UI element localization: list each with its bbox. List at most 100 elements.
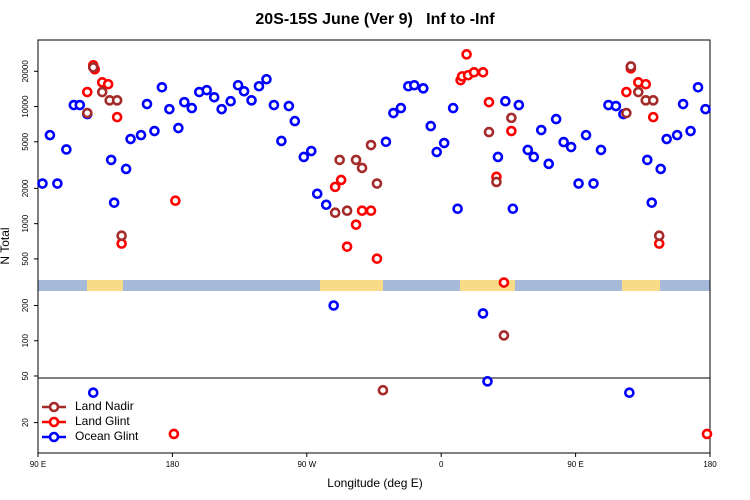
point — [116, 230, 127, 241]
point — [595, 144, 607, 156]
point — [232, 79, 244, 91]
point — [61, 144, 72, 155]
point — [647, 95, 659, 106]
point — [491, 176, 502, 188]
point — [120, 163, 132, 175]
legend-label: Ocean Glint — [75, 429, 139, 443]
surface-strip — [38, 280, 710, 291]
point — [409, 79, 420, 91]
point — [365, 139, 377, 151]
point — [377, 384, 389, 396]
point — [692, 81, 704, 93]
x-tick-label: 90 E — [30, 460, 46, 469]
point — [506, 112, 517, 124]
point — [350, 154, 362, 166]
point — [111, 95, 123, 106]
point — [565, 141, 577, 153]
x-tick-label: 90 E — [567, 460, 583, 469]
legend-label: Land Nadir — [75, 399, 134, 413]
point — [633, 86, 644, 98]
plot-frame — [37, 39, 711, 454]
point — [647, 111, 659, 123]
point — [477, 67, 489, 78]
point — [81, 107, 93, 119]
point — [356, 205, 368, 216]
point — [438, 137, 450, 149]
y-tick-label: 20 — [21, 418, 30, 427]
point — [522, 144, 534, 156]
point — [661, 133, 672, 145]
point — [588, 178, 599, 189]
point — [492, 151, 504, 163]
point — [52, 178, 63, 189]
point — [371, 253, 383, 264]
point — [44, 129, 56, 141]
point — [506, 125, 517, 137]
point — [329, 181, 341, 193]
point — [483, 96, 495, 108]
point — [395, 102, 407, 114]
point — [179, 96, 190, 108]
marks — [37, 49, 713, 440]
point — [173, 122, 184, 134]
y-tick-label: 200 — [21, 298, 30, 312]
point — [447, 102, 459, 114]
point — [320, 199, 332, 211]
legend-marker — [48, 431, 60, 443]
point — [102, 78, 114, 90]
point — [417, 83, 429, 94]
point — [380, 136, 392, 148]
point — [573, 178, 584, 189]
point — [468, 67, 480, 78]
point — [425, 120, 437, 132]
point — [452, 203, 463, 215]
point — [334, 154, 345, 166]
y-tick-label: 500 — [21, 252, 30, 266]
point — [655, 163, 667, 175]
point — [498, 277, 510, 288]
point — [621, 86, 632, 98]
point — [225, 95, 236, 107]
point — [156, 81, 168, 93]
y-tick-label: 100 — [21, 334, 30, 348]
point — [558, 136, 569, 148]
x-tick-label: 0 — [439, 460, 444, 469]
point — [677, 98, 689, 110]
point — [108, 197, 120, 208]
point — [186, 102, 198, 114]
y-tick-label: 10000 — [21, 95, 30, 118]
point — [289, 115, 301, 127]
point — [37, 178, 48, 189]
point — [653, 230, 665, 241]
x-tick-label: 180 — [703, 460, 717, 469]
point — [350, 219, 362, 230]
point — [356, 162, 368, 174]
point — [246, 95, 257, 106]
point — [431, 146, 443, 158]
point — [81, 86, 93, 98]
point — [550, 113, 562, 125]
x-axis-label: Longitude (deg E) — [327, 476, 422, 490]
point — [111, 111, 123, 123]
point — [170, 195, 181, 207]
point — [149, 125, 160, 137]
y-tick-label: 20000 — [21, 60, 30, 83]
point — [701, 428, 713, 440]
point — [141, 98, 153, 110]
point — [621, 107, 632, 119]
point — [461, 49, 472, 60]
point — [125, 133, 136, 145]
point — [535, 124, 547, 136]
point — [365, 205, 377, 216]
point — [640, 78, 652, 90]
point — [624, 387, 635, 399]
x-tick-label: 90 W — [297, 460, 316, 469]
chart-title: 20S-15S June (Ver 9) Inf to -Inf — [255, 11, 495, 28]
y-axis-label: N Total — [0, 227, 12, 264]
point — [168, 428, 180, 440]
point — [483, 126, 495, 138]
point — [164, 103, 175, 115]
